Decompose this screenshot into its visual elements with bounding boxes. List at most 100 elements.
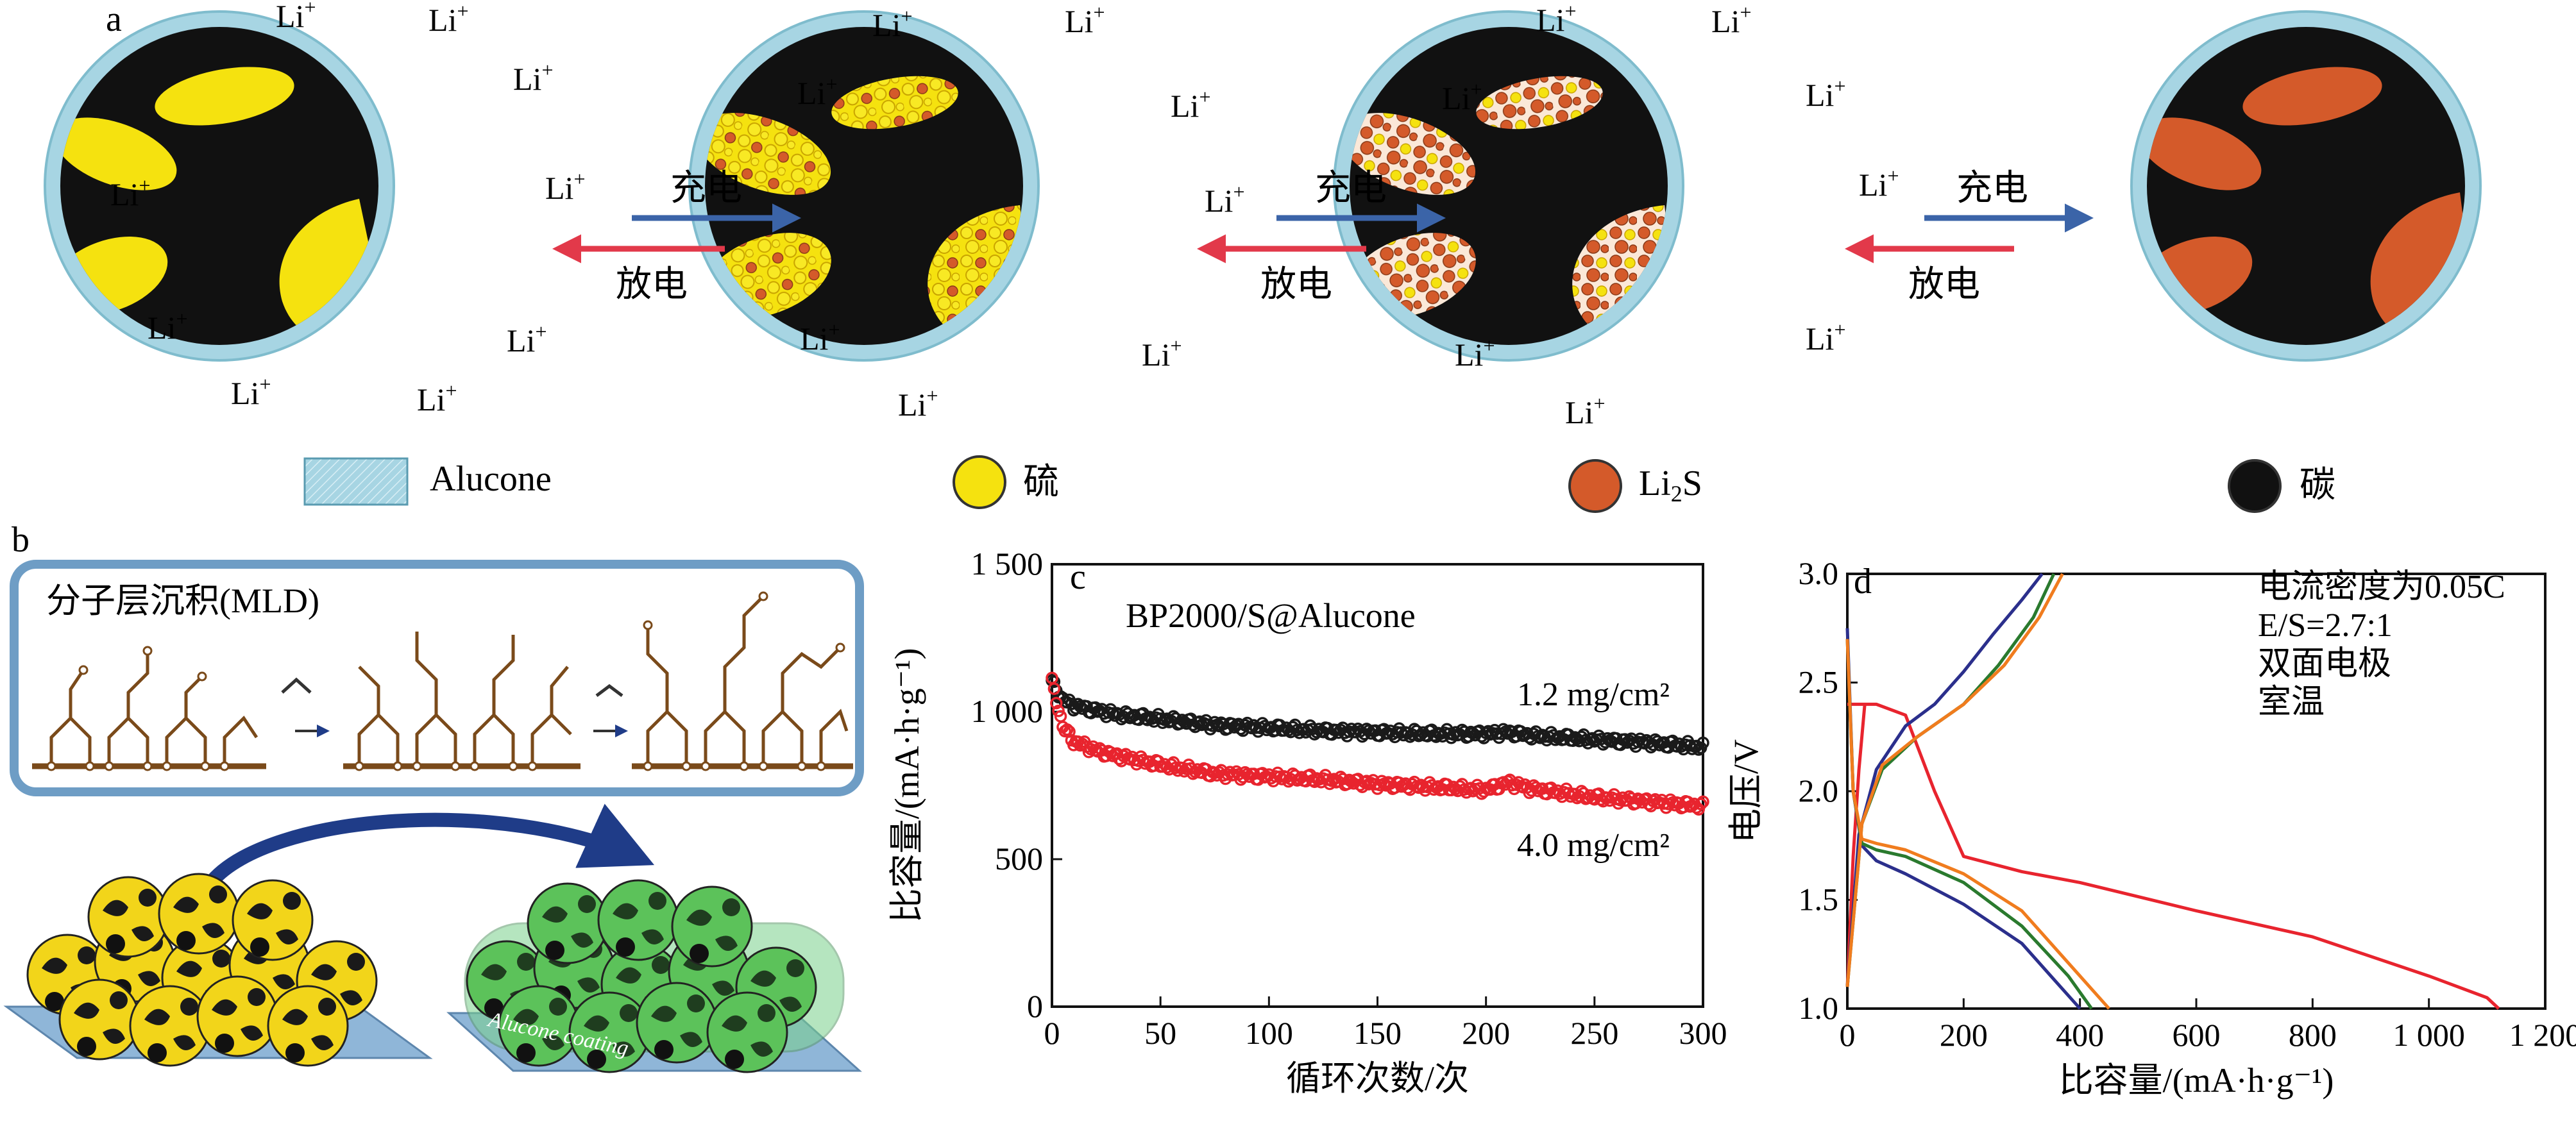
plot-frame (1846, 573, 2546, 1010)
li-ion-label: Li+ (1806, 74, 1845, 113)
particle-ball (597, 879, 679, 961)
y-tick-label: 1.5 (1799, 882, 1839, 918)
particle-ball (498, 985, 580, 1067)
y-tick-label: 3.0 (1799, 555, 1839, 591)
y-tick-label: 2.0 (1799, 773, 1839, 809)
li-ion-label: Li+ (1065, 1, 1105, 39)
x-tick-label: 150 (1353, 1015, 1402, 1051)
panel-b: b 分子层沉积(MLD) (3, 520, 864, 1073)
legend-swatch-li2s (1568, 459, 1622, 513)
arrow-pair-2: 充电 放电 (1197, 169, 1446, 305)
li-ion-label: Li+ (417, 379, 457, 417)
li-ion-label: Li+ (898, 384, 938, 423)
li-ion-label: Li+ (872, 4, 912, 43)
li-ion-label: Li+ (545, 167, 585, 206)
arrow-pair-3: 充电 放电 (1845, 169, 2094, 305)
particle-ball (158, 873, 240, 955)
series-line (1845, 639, 2110, 1010)
x-tick-label: 100 (1245, 1015, 1293, 1051)
x-tick-label: 1 200 (2509, 1017, 2576, 1053)
discharge-label: 放电 (1908, 265, 1980, 305)
x-tick-label: 800 (2289, 1017, 2337, 1053)
li-ion-label: Li+ (1806, 318, 1845, 356)
legend-label-alucone: Alucone (430, 459, 552, 499)
data-point (1106, 707, 1119, 720)
mld-atoms (46, 591, 845, 771)
particle-ball (671, 885, 753, 968)
data-point (1050, 696, 1063, 710)
series-1 (1046, 674, 1709, 756)
li-ion-label: Li+ (513, 58, 553, 97)
transfer-arrow (206, 803, 655, 887)
particle-ball (129, 985, 211, 1067)
x-tick-label: 600 (2173, 1017, 2221, 1053)
li-ion-label: Li+ (1859, 164, 1899, 203)
panel-label: d (1854, 562, 1872, 601)
charge-label: 充电 (1956, 169, 2028, 208)
panel-label: c (1070, 557, 1086, 597)
particle-li2s-rich (1333, 10, 1684, 362)
particle-ball (232, 879, 314, 961)
series-label: 1.2 mg/cm² (1517, 676, 1670, 713)
annotation-line: 电流密度为0.05C (2258, 569, 2505, 605)
li-ion-label: Li+ (507, 320, 547, 358)
li-ion-label: Li+ (276, 0, 316, 34)
li-ion-label: Li+ (1171, 85, 1210, 124)
legend-swatch-alucone (303, 457, 409, 506)
particle-ball (267, 985, 349, 1067)
li-ion-label: Li+ (1455, 334, 1495, 373)
data-point (1060, 723, 1074, 736)
data-point (1694, 798, 1707, 810)
annotation-line: E/S=2.7:1 (2258, 607, 2393, 644)
x-tick-label: 0 (1044, 1015, 1060, 1051)
x-tick-label: 400 (2056, 1017, 2104, 1053)
li-ion-label: Li+ (1205, 180, 1244, 219)
particle-ball (706, 991, 788, 1073)
charge-label: 充电 (670, 169, 742, 208)
series-label: 4.0 mg/cm² (1517, 827, 1670, 864)
x-tick-label: 200 (1462, 1015, 1510, 1051)
charge-label: 充电 (1315, 169, 1387, 208)
li-ion-label: Li+ (231, 373, 271, 411)
particle-ball (87, 876, 169, 958)
panel-a-legend: Alucone 硫 Li2S 碳 (303, 455, 2335, 513)
particle-ball (568, 991, 650, 1073)
li-ion-label: Li+ (1565, 392, 1605, 430)
panel-a-label: a (106, 0, 122, 39)
data-point (1074, 700, 1087, 713)
particle-ball (196, 975, 278, 1057)
particle-partial-discharge (688, 10, 1040, 362)
x-tick-label: 1 000 (2393, 1017, 2465, 1053)
particle-li2s (2130, 10, 2482, 362)
li-ion-label: Li+ (1142, 334, 1182, 373)
series-line (1847, 702, 2500, 1010)
x-axis-label: 循环次数/次 (1286, 1059, 1469, 1098)
y-tick-label: 0 (1027, 988, 1043, 1024)
legend-label-sulfur: 硫 (1023, 462, 1059, 502)
y-tick-label: 1 500 (971, 546, 1044, 582)
legend-label-li2s: Li2S (1639, 464, 1702, 507)
x-tick-label: 0 (1840, 1017, 1856, 1053)
series-2 (1046, 671, 1709, 816)
data-point (1697, 795, 1709, 809)
uncoated-particles (3, 873, 433, 1067)
li-ion-label: Li+ (110, 174, 150, 212)
li-ion-label: Li+ (800, 318, 840, 356)
li-ion-label: Li+ (797, 72, 837, 111)
li-ion-label: Li+ (428, 0, 468, 38)
series-line (1845, 639, 2093, 1010)
legend-swatch-carbon (2228, 459, 2282, 513)
data-point (1666, 796, 1679, 809)
y-tick-label: 1.0 (1799, 990, 1839, 1026)
coated-particles: Alucone coating (446, 879, 862, 1073)
annotation-line: 室温 (2258, 684, 2325, 721)
x-tick-label: 300 (1679, 1015, 1727, 1051)
y-axis-label: 电压/V (1727, 739, 1765, 843)
arrow-pair-1: 充电 放电 (552, 169, 801, 305)
particle-ball (527, 882, 609, 964)
li-ion-label: Li+ (1442, 78, 1482, 116)
annotation-line: 双面电极 (2258, 646, 2391, 682)
y-tick-label: 1 000 (971, 693, 1044, 729)
li-ion-label: Li+ (148, 307, 187, 346)
